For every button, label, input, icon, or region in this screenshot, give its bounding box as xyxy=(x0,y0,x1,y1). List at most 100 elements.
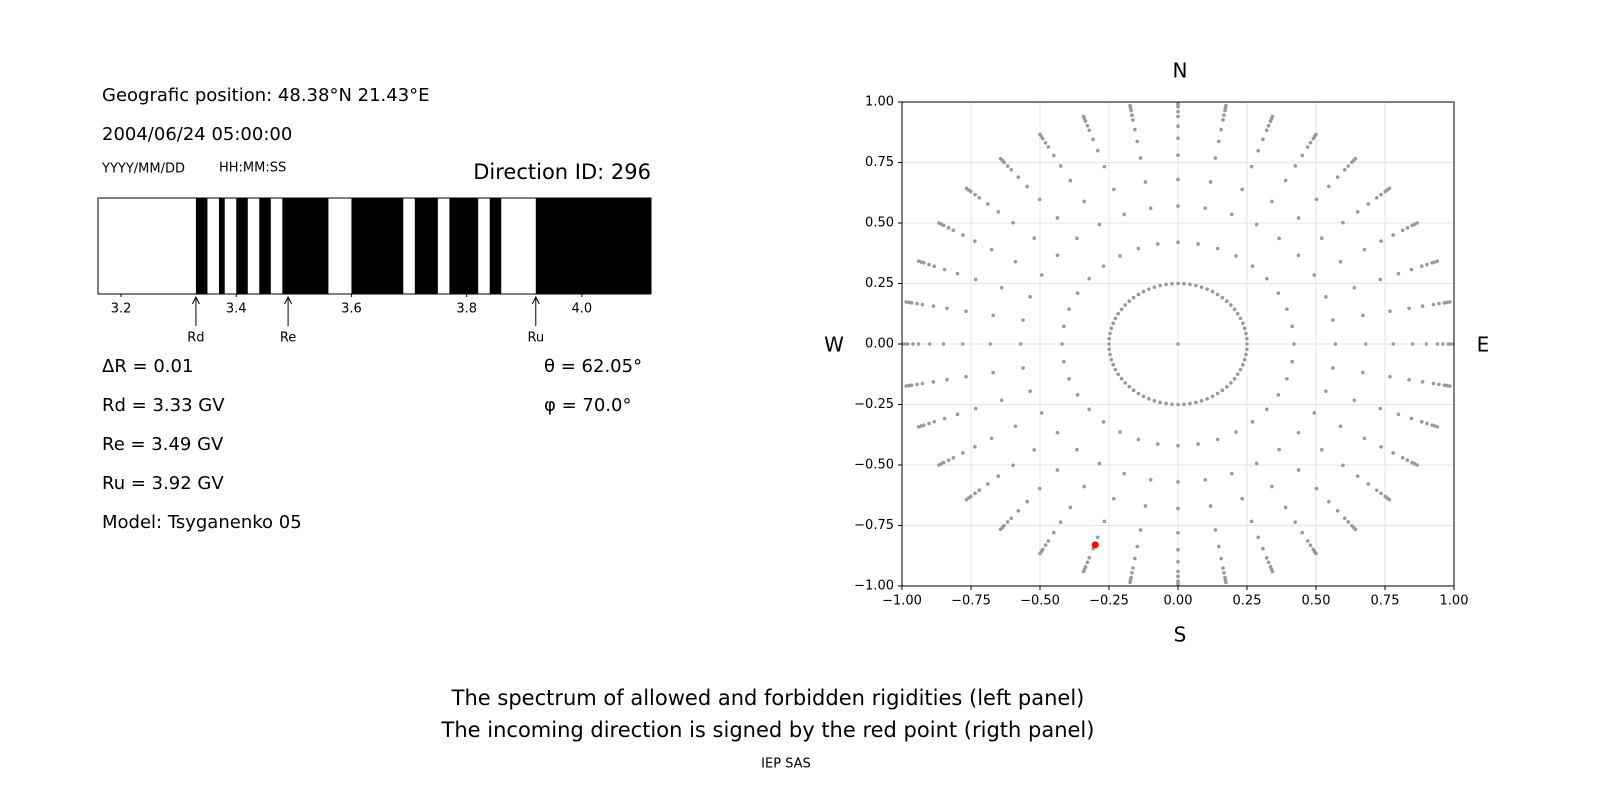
x-tick-label: 0.00 xyxy=(1164,594,1193,609)
rd: Rd = 3.33 GV xyxy=(102,395,225,416)
x-tick-label: 3.8 xyxy=(456,302,477,317)
direction-point xyxy=(915,382,919,387)
direction-point xyxy=(1156,442,1160,446)
direction-point xyxy=(1011,220,1015,225)
direction-point xyxy=(991,313,995,318)
direction-point xyxy=(1011,463,1015,468)
direction-point xyxy=(1296,430,1301,435)
direction-point xyxy=(1215,246,1220,251)
x-tick-label: 3.6 xyxy=(341,302,362,317)
direction-point xyxy=(1400,455,1405,460)
direction-point xyxy=(1276,393,1281,397)
direction-point xyxy=(1391,451,1395,455)
direction-point xyxy=(1116,372,1121,377)
direction-point xyxy=(1055,468,1060,472)
direction-point xyxy=(1108,331,1112,336)
direction-point xyxy=(1176,443,1180,448)
direction-point xyxy=(1241,362,1245,367)
direction-point xyxy=(1396,412,1401,417)
forbidden-band xyxy=(489,198,502,294)
direction-point xyxy=(1005,520,1010,524)
direction-point xyxy=(1240,187,1244,192)
direction-point xyxy=(1136,437,1141,442)
direction-point xyxy=(1111,321,1115,326)
direction-point xyxy=(1182,281,1186,286)
direction-point xyxy=(1245,342,1249,346)
direction-point xyxy=(1119,307,1124,312)
direction-point xyxy=(1276,291,1281,295)
direction-point xyxy=(1296,253,1301,258)
marker-arrowhead xyxy=(191,295,200,305)
direction-point xyxy=(989,436,994,441)
direction-point xyxy=(1437,382,1441,387)
direction-point xyxy=(937,221,941,225)
direction-point xyxy=(1264,128,1269,133)
direction-point xyxy=(1215,292,1220,297)
direction-point xyxy=(1060,342,1064,346)
direction-point xyxy=(1305,145,1310,149)
direction-point xyxy=(1138,156,1143,160)
direction-point xyxy=(1312,273,1317,277)
direction-point xyxy=(955,412,960,417)
direction-point xyxy=(1244,336,1249,341)
direction-point xyxy=(1391,342,1396,346)
forbidden-band xyxy=(236,198,248,294)
forbidden-band xyxy=(535,198,651,294)
direction-point xyxy=(1219,127,1223,132)
direction-point xyxy=(1107,342,1111,346)
x-tick-label: −1.00 xyxy=(882,594,922,609)
direction-point xyxy=(1264,276,1269,281)
direction-point xyxy=(1305,539,1310,543)
direction-point xyxy=(1067,307,1071,312)
datetime: 2004/06/24 05:00:00 xyxy=(102,124,292,145)
direction-point xyxy=(1324,389,1328,393)
direction-point xyxy=(916,342,921,346)
direction-point xyxy=(1025,184,1030,189)
direction-point xyxy=(946,458,951,462)
direction-point xyxy=(1199,285,1204,289)
direction-point xyxy=(1249,519,1254,524)
direction-point xyxy=(1216,139,1221,144)
direction-point xyxy=(1335,509,1340,513)
direction-point xyxy=(904,300,908,304)
direction-point xyxy=(1235,311,1240,316)
direction-point xyxy=(1176,204,1180,208)
forbidden-band xyxy=(449,198,479,294)
direction-point xyxy=(1431,381,1436,386)
direction-point xyxy=(1025,499,1030,504)
direction-point xyxy=(1250,420,1255,424)
direction-point xyxy=(1234,430,1238,434)
direction-point xyxy=(1107,347,1112,352)
direction-point xyxy=(1005,164,1010,168)
direction-point xyxy=(920,302,925,307)
direction-point xyxy=(1435,342,1440,346)
direction-point xyxy=(1176,547,1180,552)
direction-point xyxy=(1293,520,1298,524)
direction-point xyxy=(1052,153,1056,158)
direction-point xyxy=(1101,264,1106,268)
direction-point xyxy=(1176,506,1180,511)
direction-point xyxy=(1032,447,1037,452)
y-tick-label: 0.50 xyxy=(865,216,894,231)
direction-point xyxy=(1220,388,1225,393)
direction-point xyxy=(1256,148,1261,153)
direction-point xyxy=(1312,411,1317,415)
direction-point xyxy=(1039,273,1044,277)
y-tick-label: −0.75 xyxy=(854,518,894,533)
direction-point xyxy=(1176,402,1180,407)
direction-point xyxy=(1346,520,1351,524)
direction-point xyxy=(964,374,968,379)
direction-point xyxy=(1152,399,1157,403)
direction-point xyxy=(1407,306,1411,311)
direction-point xyxy=(1028,295,1032,299)
direction-point xyxy=(1419,420,1424,424)
direction-point xyxy=(1229,303,1233,307)
direction-point xyxy=(973,406,978,411)
direction-point xyxy=(1147,287,1151,291)
direction-point xyxy=(1363,342,1368,346)
model: Model: Tsyganenko 05 xyxy=(102,512,302,533)
y-tick-label: −0.25 xyxy=(854,397,894,412)
direction-point xyxy=(1333,342,1338,346)
direction-point xyxy=(1188,282,1192,287)
direction-point xyxy=(1037,197,1042,202)
